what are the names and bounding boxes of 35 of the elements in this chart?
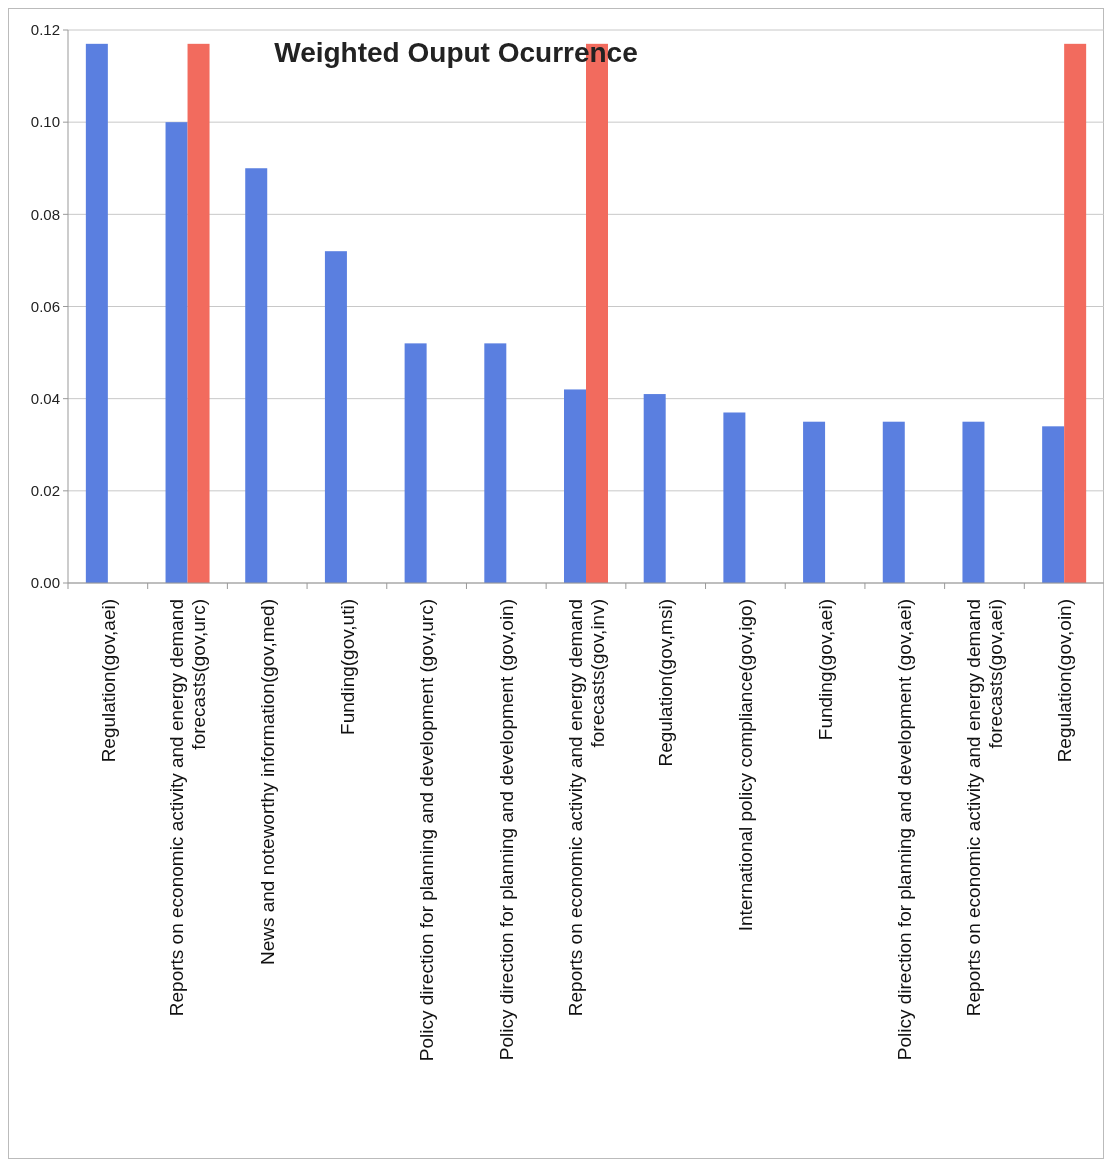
bar xyxy=(404,343,427,583)
bar xyxy=(882,421,905,583)
x-tick-label: Regulation(gov,oin) xyxy=(1053,599,1075,763)
x-tick-label: International policy compliance(gov,igo) xyxy=(735,599,757,932)
bar xyxy=(484,343,507,583)
x-tick-label: Reports on economic activity and energy demand forecasts(gov,aei) xyxy=(963,599,1007,1017)
x-tick-label: News and noteworthy information(gov,med) xyxy=(256,599,278,966)
bar xyxy=(85,43,108,583)
x-tick-label: Policy direction for planning and development (gov,oin) xyxy=(495,599,517,1061)
bar xyxy=(165,122,188,583)
bar xyxy=(187,43,210,583)
bar xyxy=(803,421,826,583)
bar xyxy=(723,412,746,583)
y-tick-label: 0.00 xyxy=(30,574,60,592)
y-tick-label: 0.12 xyxy=(30,21,60,39)
bar xyxy=(564,389,586,583)
y-tick-label: 0.02 xyxy=(30,482,60,500)
bar xyxy=(324,251,347,583)
bar xyxy=(1042,426,1065,583)
y-tick-label: 0.08 xyxy=(30,205,60,223)
y-tick-label: 0.06 xyxy=(30,297,60,315)
y-tick-label: 0.10 xyxy=(30,113,60,131)
bar xyxy=(643,394,666,583)
x-tick-label: Policy direction for planning and development (gov,aei) xyxy=(894,599,916,1061)
x-tick-label: Funding(gov,aei) xyxy=(814,599,836,741)
x-tick-label: Regulation(gov,msi) xyxy=(655,599,677,767)
y-tick-label: 0.04 xyxy=(30,389,60,407)
x-tick-label: Regulation(gov,aei) xyxy=(97,599,119,763)
x-tick-label: Reports on economic activity and energy demand forecasts(gov,inv) xyxy=(564,599,608,1017)
x-tick-label: Reports on economic activity and energy demand forecasts(gov,urc) xyxy=(166,599,210,1017)
x-tick-label: Policy direction for planning and development (gov,urc) xyxy=(416,599,438,1062)
x-tick-label: Funding(gov,uti) xyxy=(336,599,358,735)
bar xyxy=(245,168,268,583)
bar xyxy=(962,421,985,583)
bar xyxy=(1064,43,1087,583)
